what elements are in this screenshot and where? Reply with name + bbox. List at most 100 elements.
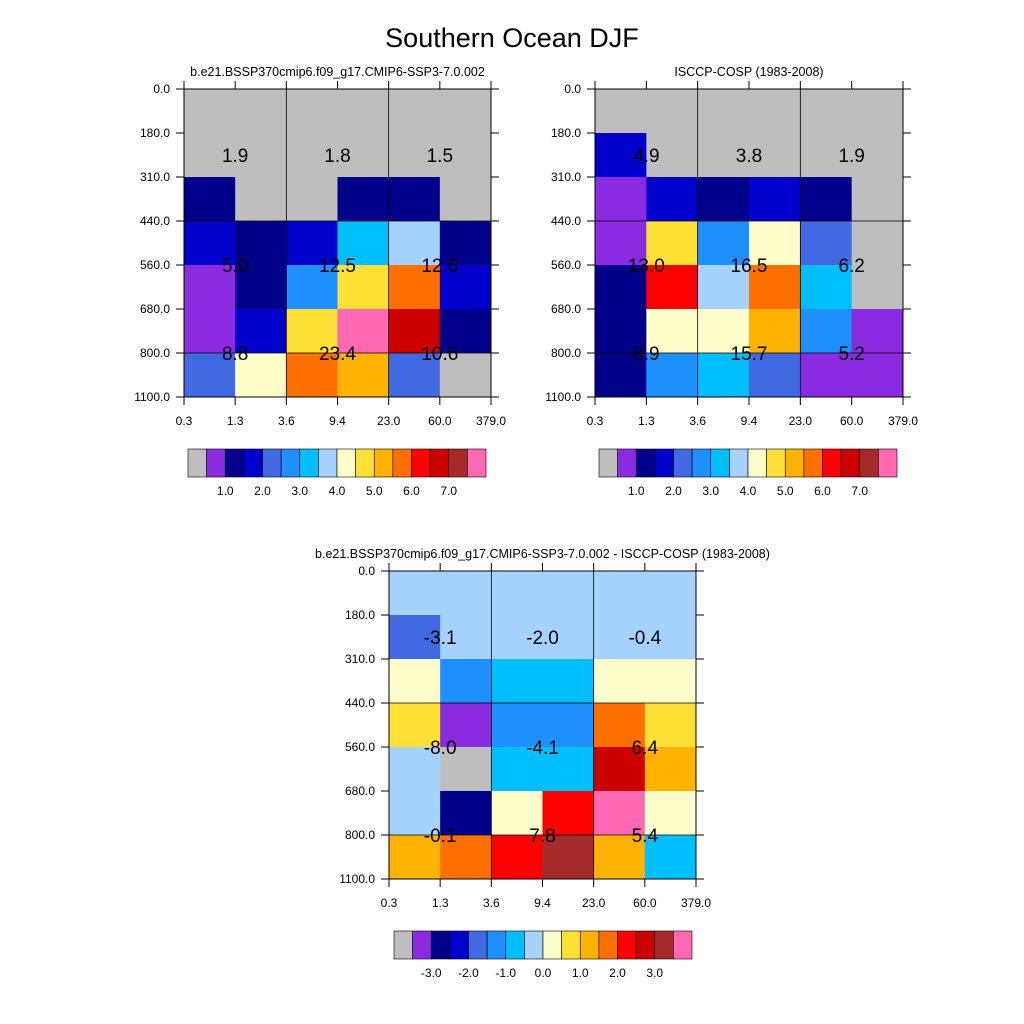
heatmap-cell — [388, 89, 441, 134]
heatmap-cell — [491, 615, 543, 660]
heatmap-cell — [491, 571, 543, 616]
heatmap-cell — [337, 265, 390, 310]
heatmap-cell — [644, 747, 697, 792]
heatmap-cell — [184, 309, 236, 354]
x-tick-label: 9.4 — [534, 896, 551, 910]
heatmap-cell — [439, 309, 492, 354]
heatmap-cell — [593, 835, 646, 880]
colorbar-tick-label: 2.0 — [609, 966, 626, 980]
heatmap-cell — [749, 353, 801, 398]
heatmap-cell — [851, 265, 904, 310]
colorbar-swatch — [635, 930, 656, 960]
colorbar-swatch — [673, 448, 693, 478]
heatmap-cell — [749, 133, 801, 178]
heatmap-panel-3: 0.0 180.0 310.0 440.0 560.0 680.0 800.0 1100.0 0… — [315, 547, 770, 980]
colorbar-swatch — [393, 930, 413, 960]
heatmap-cell — [388, 133, 441, 178]
colorbar-swatch — [598, 930, 618, 960]
colorbar-swatch — [803, 448, 823, 478]
heatmap-cell — [644, 835, 697, 880]
heatmap-cell — [440, 615, 492, 660]
heatmap-cell — [388, 177, 441, 222]
heatmap-cell — [389, 615, 441, 660]
x-tick-label: 0.3 — [176, 414, 193, 428]
colorbar-swatch — [486, 930, 507, 960]
box-value-label: 23.4 — [319, 344, 356, 365]
y-tick-label: 560.0 — [140, 258, 170, 272]
heatmap-cell — [851, 309, 904, 354]
x-tick-label: 0.3 — [381, 896, 398, 910]
heatmap-cell — [491, 791, 543, 836]
heatmap-cell — [439, 177, 492, 222]
box-value-label: -2.0 — [526, 628, 559, 649]
heatmap-cell — [697, 353, 750, 398]
heatmap-cell — [646, 309, 699, 354]
heatmap-panel-1: 0.0 180.0 310.0 440.0 560.0 680.0 800.0 1100.0 0… — [134, 65, 506, 498]
box-value-label: 6.2 — [838, 256, 864, 277]
colorbar-swatch — [654, 930, 674, 960]
colorbar-swatch — [784, 448, 805, 478]
y-tick-label: 0.0 — [564, 82, 581, 96]
heatmap-cell — [595, 353, 647, 398]
heatmap-cell — [593, 659, 646, 704]
heatmap-cell — [337, 133, 390, 178]
colorbar-tick-label: 7.0 — [851, 484, 868, 498]
heatmap-cell — [697, 265, 750, 310]
heatmap-cell — [851, 89, 904, 134]
heatmap-cell — [235, 133, 287, 178]
heatmap-cell — [235, 177, 287, 222]
x-tick-label: 3.6 — [483, 896, 500, 910]
box-value-label: 5.4 — [632, 826, 659, 847]
x-tick-label: 379.0 — [476, 414, 506, 428]
y-tick-label: 180.0 — [140, 126, 170, 140]
heatmap-cell — [542, 835, 595, 880]
colorbar: 1.0 2.0 3.0 4.0 5.0 6.0 7.0 — [187, 448, 487, 498]
heatmap-cell — [595, 177, 647, 222]
x-tick-label: 60.0 — [633, 896, 657, 910]
box-value-label: 4.9 — [633, 146, 659, 167]
heatmap-cell — [184, 221, 236, 266]
colorbar-swatch — [187, 448, 207, 478]
colorbar-swatch — [411, 448, 431, 478]
y-tick-label: 680.0 — [140, 302, 170, 316]
heatmap-cell — [595, 309, 647, 354]
heatmap-cell — [439, 89, 492, 134]
colorbar-tick-label: 7.0 — [440, 484, 457, 498]
x-tick-label: 3.6 — [278, 414, 295, 428]
heatmap-cell — [800, 89, 853, 134]
heatmap-cell — [235, 221, 287, 266]
box-value-label: 16.5 — [731, 256, 768, 277]
heatmap-cell — [697, 89, 750, 134]
box-value-label: 5.0 — [222, 256, 248, 277]
colorbar-swatch — [561, 930, 581, 960]
heatmap-cell — [800, 309, 853, 354]
heatmap-cell — [697, 221, 750, 266]
heatmap-cell — [697, 133, 750, 178]
y-tick-label: 1100.0 — [134, 390, 170, 404]
heatmap-cell — [749, 177, 801, 222]
colorbar-swatch — [673, 930, 693, 960]
heatmap-cell — [389, 835, 441, 880]
colorbar-swatch — [318, 448, 338, 478]
heatmap-cell — [184, 265, 236, 310]
colorbar-tick-label: 3.0 — [646, 966, 663, 980]
colorbar-tick-label: 0.0 — [535, 966, 552, 980]
x-tick-label: 1.3 — [227, 414, 244, 428]
y-tick-label: 310.0 — [345, 652, 375, 666]
heatmap-cell — [491, 747, 543, 792]
colorbar-swatch — [392, 448, 412, 478]
heatmap-cell — [491, 835, 543, 880]
colorbar-swatch — [336, 448, 356, 478]
heatmap-cell — [800, 265, 853, 310]
heatmap-cell — [439, 265, 492, 310]
heatmap-cell — [440, 835, 492, 880]
y-tick-label: 800.0 — [551, 346, 581, 360]
y-tick-label: 0.0 — [153, 82, 170, 96]
box-value-label: 1.9 — [838, 146, 864, 167]
heatmap-cell — [184, 177, 236, 222]
heatmap-cell — [749, 221, 801, 266]
y-tick-label: 440.0 — [551, 214, 581, 228]
heatmap-cell — [286, 89, 338, 134]
heatmap-cell — [439, 221, 492, 266]
